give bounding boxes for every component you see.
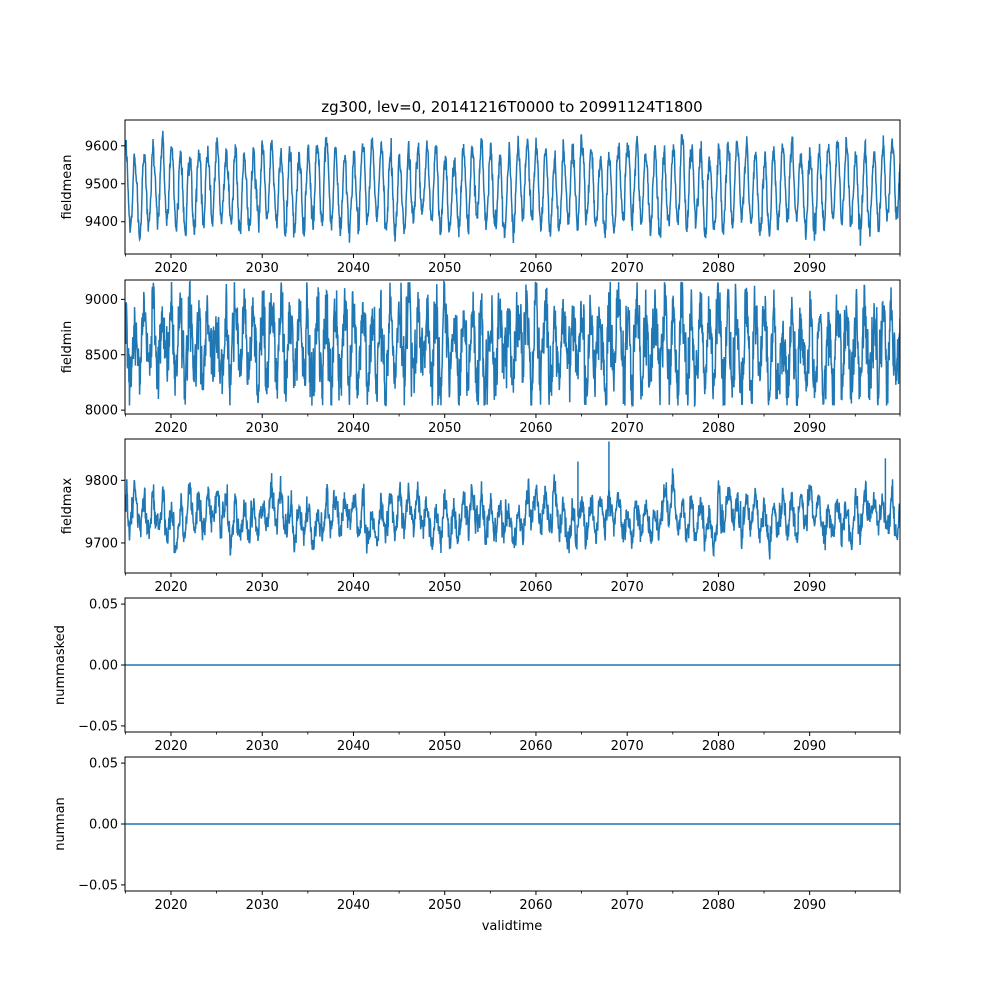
y-axis-label-nummasked: nummasked: [53, 625, 68, 705]
x-tick-label-fieldmin-3: 2050: [428, 421, 461, 436]
panel-fieldmin: 8000 8500 9000 fieldmin 2020 2030 2040 2050 2060…: [60, 279, 901, 436]
x-tick-label-fieldmax-7: 2090: [793, 580, 826, 595]
panel-numnan: −0.05 0.00 0.05 numnan 2020 2030 2040 2050 2060 2…: [53, 756, 901, 913]
y-tick-label-fieldmin-1: 8500: [85, 348, 118, 363]
axes-frame-fieldmin: [124, 279, 901, 415]
x-tick-label-numnan-5: 2070: [611, 898, 644, 913]
x-tick-label-fieldmax-3: 2050: [428, 580, 461, 595]
x-tick-label-nummasked-7: 2090: [793, 739, 826, 754]
panels: 9400 9500 9600 fieldmean 2020 2030 2040 2050 206…: [53, 119, 901, 913]
x-tick-label-fieldmin-7: 2090: [793, 421, 826, 436]
x-tick-label-nummasked-0: 2020: [154, 739, 187, 754]
y-axis-label-numnan: numnan: [53, 797, 68, 851]
x-tick-label-nummasked-5: 2070: [611, 739, 644, 754]
x-tick-label-fieldmean-7: 2090: [793, 261, 826, 276]
y-tick-label-fieldmean-0: 9400: [85, 215, 118, 230]
x-tick-label-numnan-0: 2020: [154, 898, 187, 913]
panel-nummasked: −0.05 0.00 0.05 nummasked 2020 2030 2040 2050 20…: [53, 597, 901, 754]
panel-fieldmean: 9400 9500 9600 fieldmean 2020 2030 2040 2050 206…: [60, 119, 901, 276]
x-tick-label-fieldmax-0: 2020: [154, 580, 187, 595]
x-tick-label-fieldmax-6: 2080: [702, 580, 735, 595]
y-tick-label-nummasked-1: 0.00: [89, 659, 118, 674]
x-tick-label-numnan-7: 2090: [793, 898, 826, 913]
x-tick-label-numnan-1: 2030: [246, 898, 279, 913]
x-tick-label-fieldmean-0: 2020: [154, 261, 187, 276]
y-axis-label-fieldmean: fieldmean: [60, 155, 75, 220]
axes-frame-fieldmean: [124, 119, 901, 255]
x-tick-label-fieldmin-0: 2020: [154, 421, 187, 436]
x-tick-label-numnan-4: 2060: [519, 898, 552, 913]
y-tick-label-fieldmax-0: 9700: [85, 536, 118, 551]
y-tick-label-numnan-0: −0.05: [78, 878, 118, 893]
x-tick-label-numnan-6: 2080: [702, 898, 735, 913]
series-line-fieldmax: [125, 441, 900, 560]
y-axis-label-fieldmin: fieldmin: [60, 321, 75, 374]
series-line-fieldmean: [125, 130, 900, 246]
y-tick-label-fieldmin-2: 9000: [85, 293, 118, 308]
x-axis-label: validtime: [482, 919, 543, 934]
y-tick-label-numnan-1: 0.00: [89, 818, 118, 833]
x-tick-label-nummasked-3: 2050: [428, 739, 461, 754]
x-tick-label-fieldmax-1: 2030: [246, 580, 279, 595]
x-tick-label-fieldmin-5: 2070: [611, 421, 644, 436]
x-tick-label-numnan-3: 2050: [428, 898, 461, 913]
x-tick-label-nummasked-1: 2030: [246, 739, 279, 754]
y-tick-label-fieldmin-0: 8000: [85, 404, 118, 419]
y-tick-label-fieldmax-1: 9800: [85, 474, 118, 489]
y-tick-label-numnan-2: 0.05: [89, 757, 118, 772]
x-tick-label-fieldmax-4: 2060: [519, 580, 552, 595]
x-tick-label-fieldmin-6: 2080: [702, 421, 735, 436]
x-tick-label-fieldmean-4: 2060: [519, 261, 552, 276]
x-tick-label-nummasked-4: 2060: [519, 739, 552, 754]
x-tick-label-fieldmean-2: 2040: [337, 261, 370, 276]
series-line-fieldmin: [125, 280, 900, 408]
x-tick-label-fieldmin-4: 2060: [519, 421, 552, 436]
y-axis-label-fieldmax: fieldmax: [60, 478, 75, 535]
x-tick-label-fieldmax-2: 2040: [337, 580, 370, 595]
y-tick-label-nummasked-0: −0.05: [78, 719, 118, 734]
panel-fieldmax: 9700 9800 fieldmax 2020 2030 2040 2050 2060 2070…: [60, 438, 901, 595]
x-tick-label-fieldmin-1: 2030: [246, 421, 279, 436]
x-tick-label-numnan-2: 2040: [337, 898, 370, 913]
x-tick-label-fieldmean-5: 2070: [611, 261, 644, 276]
chart-title: zg300, lev=0, 20141216T0000 to 20991124T…: [321, 98, 702, 116]
y-tick-label-nummasked-2: 0.05: [89, 598, 118, 613]
y-tick-label-fieldmean-1: 9500: [85, 177, 118, 192]
x-tick-label-nummasked-6: 2080: [702, 739, 735, 754]
axes-frame-fieldmax: [124, 438, 901, 574]
y-tick-label-fieldmean-2: 9600: [85, 139, 118, 154]
x-tick-label-nummasked-2: 2040: [337, 739, 370, 754]
x-tick-label-fieldmin-2: 2040: [337, 421, 370, 436]
x-tick-label-fieldmean-1: 2030: [246, 261, 279, 276]
x-tick-label-fieldmax-5: 2070: [611, 580, 644, 595]
x-tick-label-fieldmean-6: 2080: [702, 261, 735, 276]
x-tick-label-fieldmean-3: 2050: [428, 261, 461, 276]
